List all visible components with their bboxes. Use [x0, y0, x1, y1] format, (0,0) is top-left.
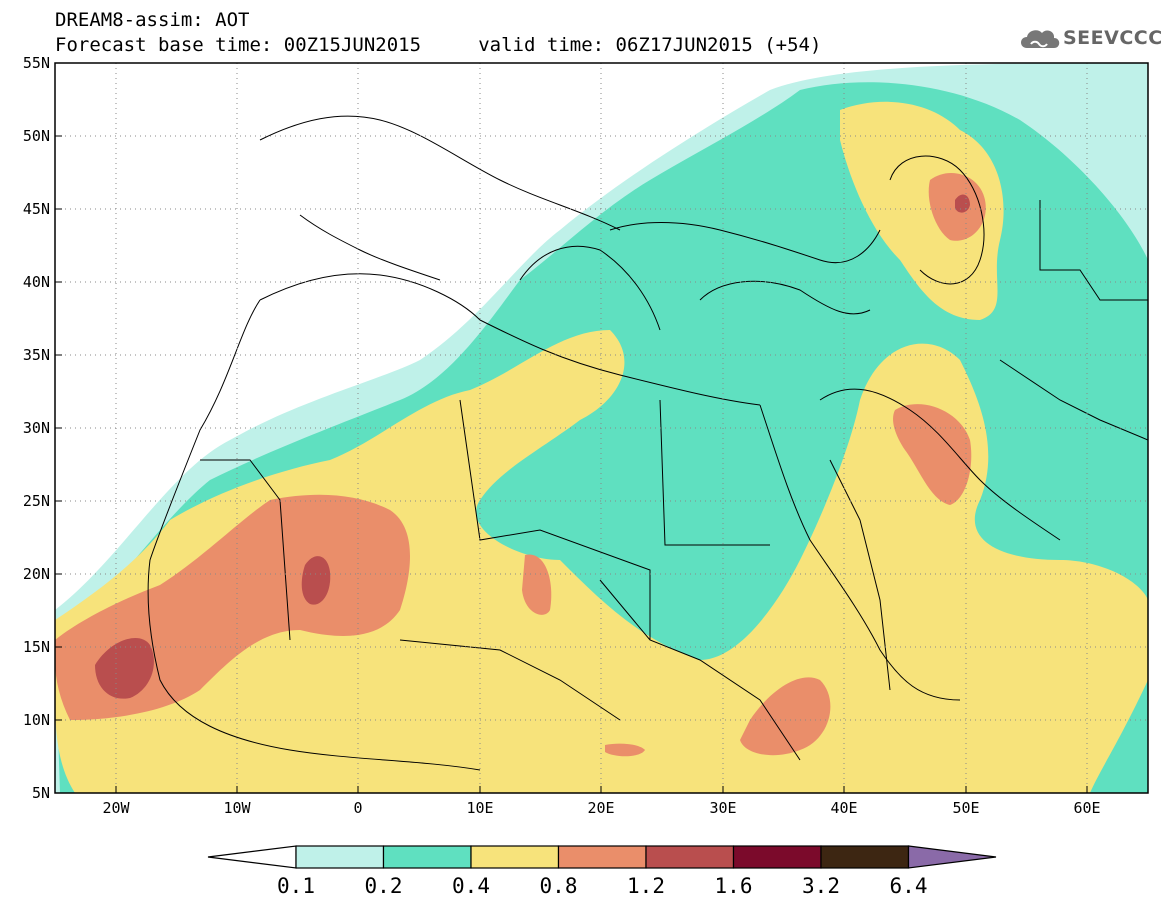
- map-title: DREAM8-assim: AOT: [55, 9, 250, 31]
- lat-label: 30N: [23, 419, 50, 437]
- colorbar-segment: [295, 845, 385, 869]
- colorbar-label: 0.1: [277, 874, 315, 898]
- colorbar-segment: [645, 845, 735, 869]
- lat-label: 25N: [23, 492, 50, 510]
- lat-label: 55N: [23, 54, 50, 72]
- lon-label: 20W: [102, 799, 130, 817]
- colorbar-label: 0.4: [452, 874, 490, 898]
- lat-label: 20N: [23, 565, 50, 583]
- graticule: [55, 63, 1148, 793]
- colorbar-label: 1.2: [627, 874, 665, 898]
- lat-label: 45N: [23, 200, 50, 218]
- lat-label: 15N: [23, 638, 50, 656]
- colorbar-segment: [557, 845, 647, 869]
- lon-label: 10W: [223, 799, 251, 817]
- map-subtitle-times: Forecast base time: 00Z15JUN2015 valid t…: [55, 34, 822, 56]
- colorbar: 0.1 0.2 0.4 0.8 1.2 1.6 3.2 6.4: [207, 845, 997, 898]
- lon-label: 60E: [1073, 799, 1100, 817]
- latitude-labels: 5N 10N 15N 20N 25N 30N 35N 40N 45N 50N 5…: [23, 54, 50, 802]
- longitude-labels: 20W 10W 0 10E 20E 30E 40E 50E 60E: [102, 799, 1100, 817]
- lon-label: 30E: [709, 799, 736, 817]
- lon-label: 0: [353, 799, 362, 817]
- colorbar-label: 0.8: [540, 874, 578, 898]
- lon-label: 20E: [587, 799, 614, 817]
- lat-label: 5N: [32, 784, 50, 802]
- logo-text: SEEVCCC: [1063, 27, 1163, 49]
- colorbar-label: 0.2: [365, 874, 403, 898]
- colorbar-segment: [820, 845, 910, 869]
- colorbar-low-triangle: [207, 845, 297, 869]
- colorbar-label: 6.4: [890, 874, 928, 898]
- lat-label: 35N: [23, 346, 50, 364]
- lon-label: 50E: [952, 799, 979, 817]
- colorbar-high-triangle: [907, 845, 997, 869]
- colorbar-segment: [732, 845, 822, 869]
- axis-ticks: [55, 135, 1088, 793]
- cloud-logo-icon: [1021, 30, 1060, 48]
- coastlines-layer: [147, 115, 1148, 771]
- colorbar-segment: [470, 845, 560, 869]
- lon-label: 40E: [830, 799, 857, 817]
- lon-label: 10E: [466, 799, 493, 817]
- colorbar-label: 1.6: [715, 874, 753, 898]
- lat-label: 10N: [23, 711, 50, 729]
- colorbar-segment: [382, 845, 472, 869]
- colorbar-label: 3.2: [802, 874, 840, 898]
- lat-label: 40N: [23, 273, 50, 291]
- lat-label: 50N: [23, 127, 50, 145]
